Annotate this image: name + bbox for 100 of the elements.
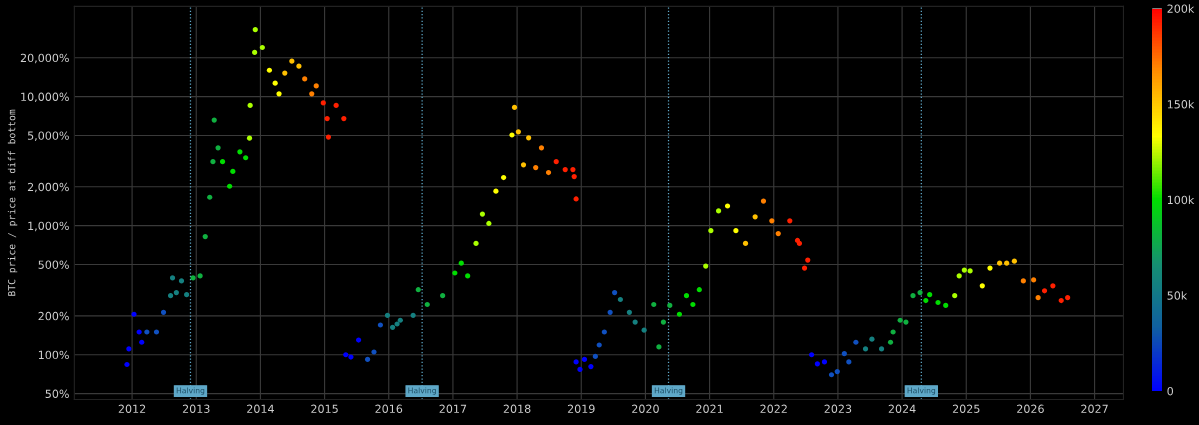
- point: [612, 290, 618, 296]
- point: [696, 287, 702, 293]
- point: [202, 233, 208, 240]
- point: [348, 354, 354, 360]
- point: [259, 44, 265, 51]
- point: [683, 293, 690, 299]
- x-tick-label: 2014: [247, 404, 274, 413]
- x-tick-label: 2013: [182, 404, 210, 413]
- point: [1035, 295, 1041, 301]
- point: [607, 309, 613, 315]
- point: [210, 159, 216, 165]
- point: [690, 301, 696, 308]
- point: [809, 352, 815, 358]
- x-tick-label: 2022: [760, 404, 787, 413]
- point: [545, 169, 552, 176]
- point: [309, 91, 315, 97]
- point: [715, 208, 722, 214]
- point: [136, 329, 142, 335]
- point: [601, 329, 607, 335]
- point: [520, 162, 527, 168]
- point: [215, 145, 221, 151]
- y-tick-label: 100%: [38, 350, 69, 360]
- point: [676, 311, 683, 317]
- point: [243, 155, 249, 161]
- point: [967, 268, 973, 274]
- point: [390, 324, 396, 330]
- x-tick-label: 2026: [1017, 404, 1044, 413]
- point: [230, 168, 236, 175]
- point: [479, 211, 486, 217]
- y-tick-label: 2,000%: [27, 182, 69, 193]
- x-tick-label: 2023: [824, 404, 852, 413]
- point: [211, 117, 217, 123]
- point: [197, 273, 203, 279]
- point: [356, 337, 362, 343]
- x-tick-label: 2020: [632, 404, 659, 413]
- x-tick-label: 2027: [1081, 404, 1108, 413]
- point: [139, 339, 145, 345]
- point: [190, 275, 196, 281]
- point: [538, 145, 545, 151]
- y-tick-label: 1,000%: [28, 221, 69, 232]
- color-bar-label: 0: [1167, 386, 1174, 396]
- point: [465, 273, 471, 279]
- point: [526, 135, 532, 141]
- point: [515, 129, 521, 135]
- point: [923, 297, 929, 304]
- color-bar-label: 200k: [1167, 4, 1195, 13]
- point: [486, 220, 492, 227]
- point: [769, 218, 775, 224]
- y-axis-title: BTC price / price at diff bottom: [7, 109, 18, 296]
- x-tick-label: 2018: [503, 404, 531, 413]
- point: [1004, 260, 1010, 266]
- point: [533, 164, 539, 171]
- point: [493, 188, 499, 194]
- point: [760, 198, 767, 204]
- y-tick-label: 20,000%: [20, 53, 69, 64]
- point: [821, 359, 828, 365]
- point: [917, 290, 923, 296]
- x-tick-label: 2012: [118, 404, 146, 413]
- point: [207, 194, 213, 200]
- y-tick-label: 50%: [45, 389, 69, 398]
- point: [952, 293, 958, 299]
- point: [276, 91, 282, 97]
- point: [752, 214, 758, 220]
- point: [282, 70, 288, 76]
- color-bar-label: 150k: [1167, 99, 1195, 109]
- point: [703, 263, 709, 269]
- point: [997, 260, 1003, 266]
- point: [775, 231, 781, 237]
- y-tick-label: 500%: [38, 260, 69, 269]
- point: [126, 346, 132, 352]
- point: [458, 260, 464, 266]
- point: [733, 228, 739, 234]
- point: [897, 317, 903, 323]
- point: [452, 270, 458, 276]
- point: [289, 58, 295, 64]
- x-tick-label: 2021: [696, 404, 723, 413]
- point: [131, 311, 137, 317]
- point: [237, 149, 243, 155]
- point: [961, 267, 967, 273]
- point: [581, 356, 588, 363]
- point: [227, 183, 233, 189]
- point: [890, 329, 896, 335]
- point: [573, 359, 579, 365]
- x-tick-label: 2024: [888, 404, 916, 413]
- point: [987, 265, 993, 271]
- point: [592, 353, 598, 360]
- point: [219, 159, 226, 165]
- point: [814, 361, 820, 367]
- point: [903, 319, 909, 325]
- point: [708, 228, 714, 234]
- point: [266, 67, 272, 73]
- point: [588, 363, 594, 370]
- point: [410, 312, 416, 318]
- point: [296, 63, 302, 69]
- x-tick-label: 2025: [952, 404, 980, 413]
- point: [577, 366, 583, 372]
- x-tick-label: 2019: [567, 404, 595, 413]
- point: [384, 312, 391, 318]
- point: [927, 292, 933, 298]
- point: [742, 240, 749, 247]
